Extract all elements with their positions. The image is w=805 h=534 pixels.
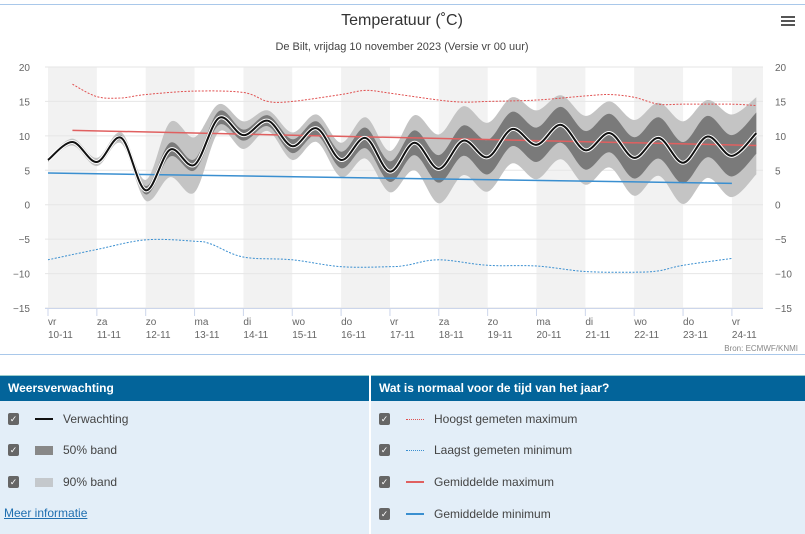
y-tick-right: 5 [775,166,781,177]
normals-legend-panel: Wat is normaal voor de tijd van het jaar… [371,375,805,534]
y-tick-left: −10 [13,270,30,281]
checkbox[interactable]: ✓ [8,413,19,425]
x-tick-day: do [341,317,353,328]
y-tick-left: −5 [19,235,31,246]
mean-min-line [47,172,732,185]
x-tick-day: vr [732,317,741,328]
normals-legend-header: Wat is normaal voor de tijd van het jaar… [371,375,805,401]
chart-subtitle: De Bilt, vrijdag 10 november 2023 (Versi… [275,41,528,53]
temperature-chart: Temperatuur (˚C) De Bilt, vrijdag 10 nov… [0,4,805,355]
checkbox[interactable]: ✓ [379,413,390,425]
x-tick-day: ma [195,317,209,328]
legend-label: 50% band [63,443,118,457]
x-tick-day: do [683,317,695,328]
x-tick-date: 19-11 [488,330,513,341]
legend-label: Laagst gemeten minimum [434,443,573,457]
checkbox[interactable]: ✓ [8,444,19,456]
checkbox[interactable]: ✓ [8,476,19,488]
y-tick-left: 10 [19,132,31,143]
band-swatch-icon [35,477,53,487]
band-swatch-icon [35,445,53,455]
x-tick-day: wo [633,317,647,328]
more-info-link[interactable]: Meer informatie [4,506,88,520]
y-tick-left: 0 [24,201,30,212]
legend-label: Gemiddelde maximum [434,475,555,489]
x-tick-day: zo [146,317,157,328]
y-tick-right: 20 [775,63,787,74]
legend-item-mean-max[interactable]: ✓ Gemiddelde maximum [379,472,554,492]
x-tick-date: 21-11 [585,330,610,341]
x-tick-day: di [243,317,251,328]
y-tick-right: −15 [775,304,792,315]
x-tick-day: za [439,317,450,328]
legend-item-verwachting[interactable]: ✓ Verwachting [8,409,128,429]
legend-item-record-min[interactable]: ✓ Laagst gemeten minimum [379,440,572,460]
y-tick-right: −5 [775,235,787,246]
y-tick-right: −10 [775,270,792,281]
hamburger-menu-icon[interactable] [781,16,795,28]
x-tick-date: 17-11 [390,330,415,341]
day-column-shade [48,67,97,308]
legend-item-record-max[interactable]: ✓ Hoogst gemeten maximum [379,409,577,429]
dotted-blue-swatch-icon [406,449,424,451]
y-tick-left: 20 [19,63,31,74]
checkbox[interactable]: ✓ [379,444,390,456]
record-max-line [72,83,757,107]
forecast-line [47,116,758,192]
x-tick-date: 12-11 [146,330,171,341]
forecast-legend-header: Weersverwachting [0,375,369,401]
x-tick-day: vr [48,317,57,328]
y-tick-left: 15 [19,97,31,108]
chart-title: Temperatuur (˚C) [341,12,463,29]
x-tick-date: 18-11 [439,330,464,341]
x-tick-day: zo [488,317,499,328]
y-tick-right: 15 [775,97,787,108]
red-line-swatch-icon [406,481,424,483]
x-tick-date: 11-11 [97,330,122,341]
x-tick-date: 10-11 [48,330,73,341]
x-tick-date: 22-11 [634,330,659,341]
x-tick-day: za [97,317,108,328]
record-min-line [47,238,732,273]
legend-item-mean-min[interactable]: ✓ Gemiddelde minimum [379,504,551,524]
day-column-shade [243,67,293,308]
x-tick-day: vr [390,317,399,328]
x-tick-day: wo [291,317,305,328]
x-tick-date: 24-11 [732,330,757,341]
x-tick-date: 23-11 [683,330,708,341]
legend-label: Hoogst gemeten maximum [434,412,578,426]
legend-label: Gemiddelde minimum [434,507,551,521]
legend-item-50-band[interactable]: ✓ 50% band [8,440,117,460]
x-tick-date: 20-11 [537,330,562,341]
dotted-red-swatch-icon [406,418,424,420]
x-tick-date: 13-11 [195,330,220,341]
x-tick-date: 16-11 [341,330,366,341]
band-50 [48,106,757,195]
y-tick-left: −15 [13,304,30,315]
legend-item-90-band[interactable]: ✓ 90% band [8,472,117,492]
legend-label: 90% band [63,475,118,489]
x-tick-day: ma [537,317,551,328]
x-tick-day: di [585,317,593,328]
x-tick-date: 15-11 [292,330,317,341]
source-credit: Bron: ECMWF/KNMI [724,344,798,353]
forecast-legend-panel: Weersverwachting ✓ Verwachting ✓ 50% ban… [0,375,369,534]
checkbox[interactable]: ✓ [379,476,390,488]
y-tick-left: 5 [24,166,30,177]
blue-line-swatch-icon [406,513,424,515]
legend-label: Verwachting [63,412,129,426]
line-swatch-icon [35,418,53,420]
day-column-shade [341,67,390,308]
y-tick-right: 0 [775,201,781,212]
y-tick-right: 10 [775,132,787,143]
x-tick-date: 14-11 [243,330,268,341]
checkbox[interactable]: ✓ [379,508,390,520]
mean-max-line [72,129,757,147]
